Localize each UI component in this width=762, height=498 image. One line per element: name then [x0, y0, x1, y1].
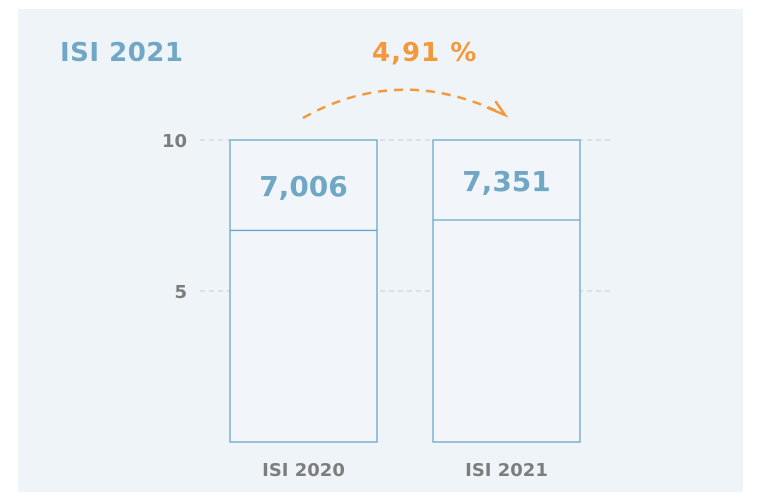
chart-title: ISI 2021 [60, 38, 184, 68]
y-tick-10: 10 [162, 131, 187, 152]
bar-frame-1 [229, 139, 378, 443]
y-tick-5: 5 [174, 282, 187, 303]
bars: 7,006 7,351 [229, 139, 581, 443]
change-arrow [302, 88, 506, 120]
x-tick-2: ISI 2021 [465, 460, 548, 481]
data-label-2: 7,351 [462, 165, 551, 198]
y-axis-ticks: 5 10 [162, 131, 187, 303]
bar-frame-2 [432, 139, 581, 443]
data-label-1: 7,006 [259, 170, 348, 203]
x-axis-labels: ISI 2020 ISI 2021 [262, 460, 548, 481]
x-tick-1: ISI 2020 [262, 460, 345, 481]
chart-panel [18, 9, 743, 492]
change-arrowhead [486, 100, 509, 118]
change-label: 4,91 % [372, 38, 478, 68]
